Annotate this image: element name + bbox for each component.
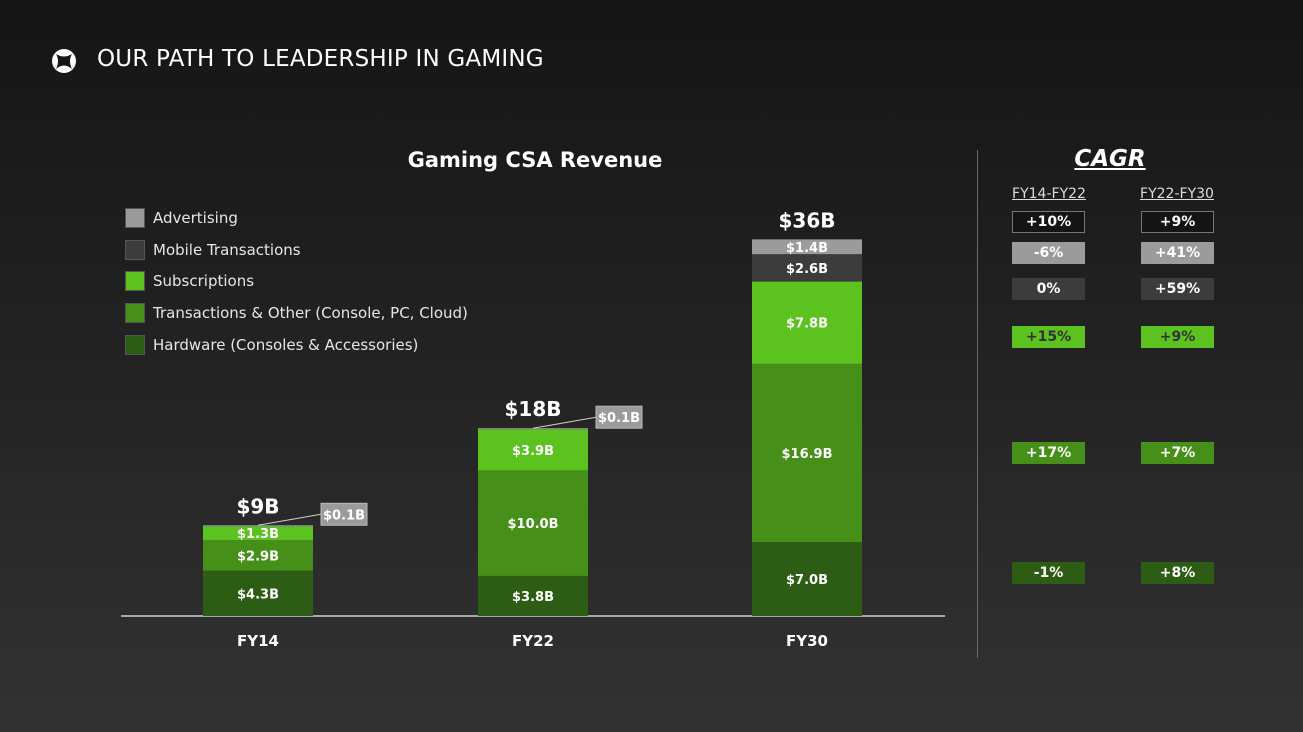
x-tick-label: FY14 [237, 632, 279, 650]
bar-data-label: $1.4B [786, 241, 828, 256]
bar-segment [203, 526, 313, 541]
legend-label: Mobile Transactions [153, 240, 301, 259]
legend-item: Hardware (Consoles & Accessories) [125, 334, 419, 355]
legend-label: Hardware (Consoles & Accessories) [153, 335, 419, 354]
callout-line [257, 513, 322, 526]
bar-segment [752, 363, 862, 543]
legend-label: Advertising [153, 209, 238, 227]
cagr-column-header: FY14-FY22 [1012, 186, 1086, 202]
cagr-value: 0% [1012, 278, 1085, 300]
bar-total-label: $9B [236, 494, 279, 518]
callout-box [595, 405, 643, 429]
bar-data-label: $2.6B [786, 262, 828, 277]
bar-segment [752, 254, 862, 282]
callout-line [532, 416, 597, 429]
cagr-value: +15% [1012, 326, 1085, 348]
bar-data-label: $0.1B [598, 411, 640, 426]
legend-swatch [125, 271, 145, 292]
cagr-value: +8% [1141, 562, 1214, 584]
bar-segment [478, 428, 588, 430]
legend-swatch [125, 303, 145, 324]
bar-segment [752, 239, 862, 255]
cagr-value: +59% [1141, 278, 1214, 300]
xbox-logo-icon [52, 49, 76, 73]
bar-segment [752, 281, 862, 364]
x-tick-label: FY22 [512, 632, 554, 650]
cagr-value: +9% [1141, 211, 1214, 233]
legend-swatch [125, 239, 145, 260]
bar-data-label: $7.8B [786, 317, 828, 332]
cagr-value: -1% [1012, 562, 1085, 584]
legend-label: Subscriptions [153, 272, 255, 291]
bar-data-label: $2.9B [237, 549, 279, 564]
cagr-value: +7% [1141, 442, 1214, 464]
bar-data-label: $1.3B [237, 527, 279, 542]
callout-box [320, 502, 368, 526]
bar-data-label: $7.0B [786, 573, 828, 588]
cagr-value: +41% [1141, 242, 1214, 264]
x-tick-label: FY30 [786, 632, 828, 650]
bar-data-label: $0.1B [323, 508, 365, 523]
bar-total-label: $36B [779, 208, 836, 232]
cagr-value: +10% [1012, 211, 1085, 233]
page-title: OUR PATH TO LEADERSHIP IN GAMING [97, 46, 544, 72]
bar-data-label: $16.9B [781, 447, 832, 462]
bar-segment [478, 470, 588, 576]
chart-title: Gaming CSA Revenue [407, 148, 663, 172]
legend-item: Mobile Transactions [125, 239, 301, 260]
legend-item: Advertising [125, 208, 238, 228]
bar-segment [752, 542, 862, 616]
legend-swatch [125, 334, 145, 355]
legend-item: Subscriptions [125, 271, 255, 292]
divider [977, 150, 978, 658]
legend-item: Transactions & Other (Console, PC, Cloud… [125, 303, 468, 324]
bar-segment [203, 540, 313, 571]
cagr-column-header: FY22-FY30 [1140, 186, 1214, 202]
cagr-value: +17% [1012, 442, 1085, 464]
bar-data-label: $3.9B [512, 444, 554, 459]
bar-data-label: $10.0B [507, 517, 558, 532]
cagr-value: +9% [1141, 326, 1214, 348]
cagr-value: -6% [1012, 242, 1085, 264]
stacked-bar-chart: $4.3B $2.9B $1.3B $0.1B $9B FY14 $3.8B $10.0B $3… [121, 208, 945, 650]
bar-data-label: $3.8B [512, 590, 554, 605]
legend-swatch [125, 208, 145, 228]
bar-segment [203, 570, 313, 616]
bar-segment [478, 429, 588, 471]
legend-label: Transactions & Other (Console, PC, Cloud… [153, 304, 468, 323]
cagr-title: CAGR [1074, 146, 1146, 172]
bar-total-label: $18B [505, 397, 562, 421]
bar-segment [478, 575, 588, 616]
bar-data-label: $4.3B [237, 587, 279, 602]
bar-segment [203, 525, 313, 527]
